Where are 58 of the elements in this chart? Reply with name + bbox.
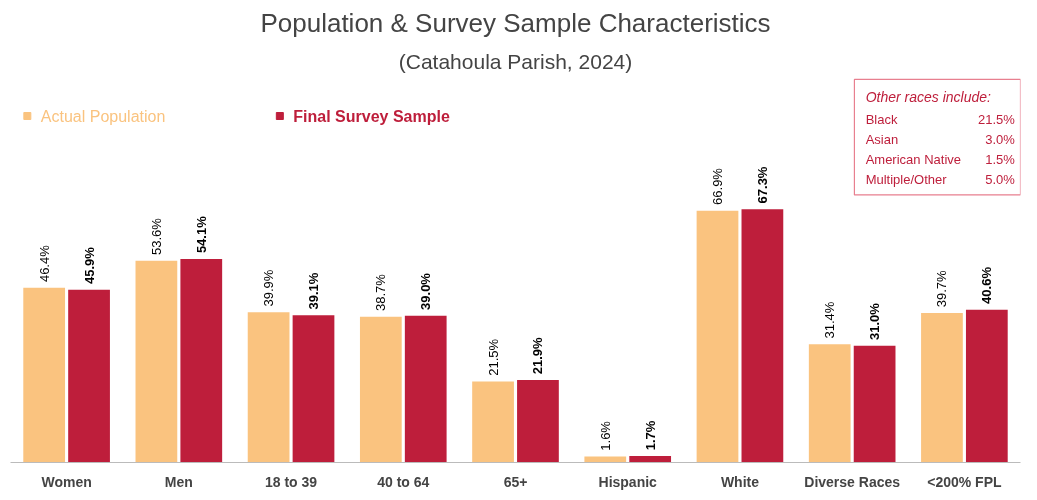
x-tick-label: <200% FPL [927, 473, 1002, 490]
data-label: 46.4% [36, 244, 52, 283]
data-label: 31.0% [867, 302, 883, 341]
bar [68, 289, 110, 463]
data-label: 1.6% [597, 420, 613, 451]
x-tick-label: Diverse Races [804, 473, 901, 490]
text: 1.5% [985, 152, 1016, 168]
chart-title: Population & Survey Sample Characteristics [260, 7, 771, 38]
bar [808, 344, 851, 463]
text: 5.0% [985, 172, 1016, 188]
x-tick-label: White [720, 473, 760, 490]
data-label: 1.7% [642, 420, 658, 451]
bar [292, 315, 335, 463]
bar [472, 381, 514, 463]
data-label: 39.0% [418, 272, 434, 310]
x-tick-label: Men [164, 473, 193, 490]
bar [180, 258, 223, 463]
bar [629, 456, 672, 463]
text: American Native [865, 152, 962, 168]
data-label: 54.1% [193, 215, 209, 254]
legend-label: Final Survey Sample [293, 107, 450, 125]
bar [23, 287, 66, 463]
bar [517, 380, 559, 463]
x-tick-label: Women [41, 473, 92, 490]
chart-subtitle: (Catahoula Parish, 2024) [398, 49, 633, 73]
data-label: 40.6% [979, 266, 995, 304]
data-label: 66.9% [710, 167, 725, 205]
x-tick-label: Hispanic [598, 473, 658, 490]
bar [853, 345, 896, 463]
x-tick-label: 40 to 64 [377, 473, 430, 490]
bar [584, 456, 627, 463]
data-label: 31.4% [822, 301, 838, 339]
text: Asian [865, 132, 899, 148]
data-label: 38.7% [373, 273, 389, 312]
text: 21.5% [978, 112, 1016, 128]
data-label: 53.6% [148, 217, 164, 255]
data-label: 21.9% [530, 337, 546, 375]
bar [359, 316, 402, 463]
bar [247, 312, 290, 463]
x-tick-label: 65+ [503, 473, 528, 490]
data-label: 39.7% [934, 270, 950, 308]
data-label: 39.9% [261, 269, 277, 307]
text: Multiple/Other [865, 172, 948, 188]
bar [965, 309, 1008, 463]
data-label: 21.5% [485, 338, 501, 376]
data-label: 45.9% [81, 246, 97, 284]
text: Other races include: [865, 88, 992, 105]
bar [696, 210, 739, 463]
bar [741, 209, 784, 463]
legend-label: Actual Population [40, 107, 166, 125]
x-tick-label: 18 to 39 [264, 473, 318, 490]
bar [135, 260, 178, 463]
bar [404, 315, 447, 463]
text: 3.0% [985, 132, 1016, 148]
bar [921, 313, 963, 463]
text: Black [865, 112, 898, 128]
data-label: 39.1% [306, 272, 321, 310]
data-label: 67.3% [754, 166, 770, 204]
